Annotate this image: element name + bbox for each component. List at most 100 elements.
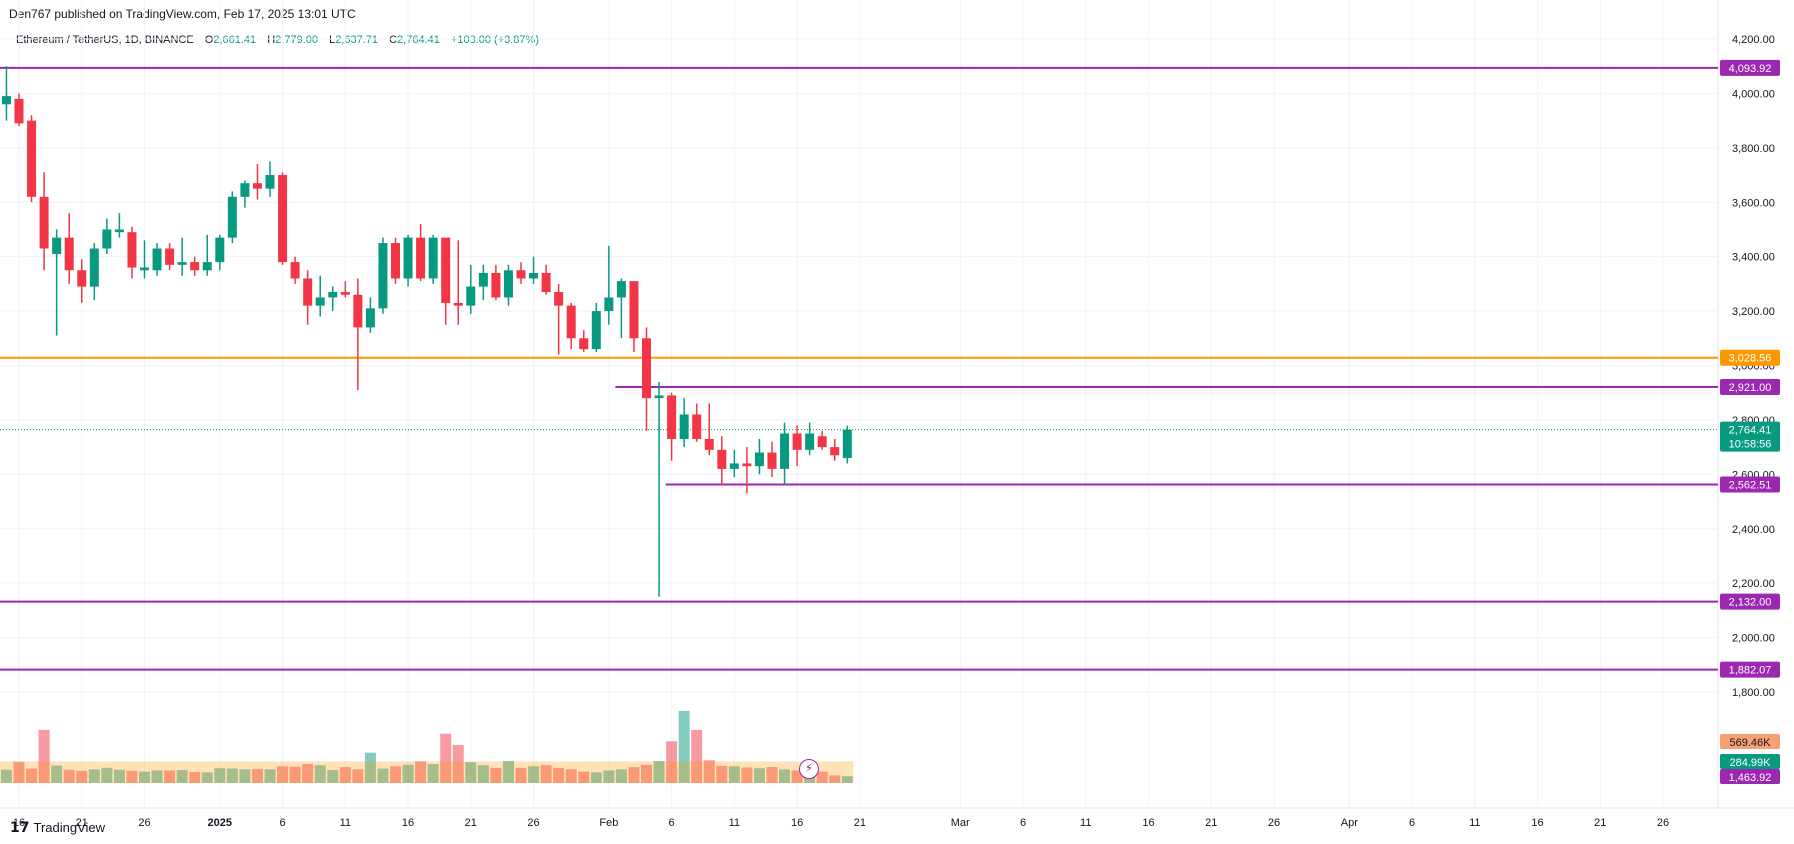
- level-label: 4,093.92: [1729, 63, 1772, 75]
- y-tick-label: 4,000.00: [1732, 88, 1775, 100]
- candle-body: [127, 232, 137, 268]
- volume-bar: [578, 771, 590, 783]
- candle-body: [303, 278, 313, 306]
- candle-body: [616, 281, 626, 298]
- symbol-name[interactable]: Ethereum / TetherUS, 1D, BINANCE: [16, 34, 194, 46]
- x-tick-label: 11: [340, 817, 351, 829]
- volume-bar: [540, 765, 552, 783]
- price-axis: 4,200.00 4,000.00 3,800.00 3,600.00 3,400.00…: [1720, 34, 1780, 784]
- level-label: 2,562.51: [1729, 480, 1772, 492]
- candle-body: [642, 338, 651, 399]
- publisher-header: Den767 published on TradingView.com, Feb…: [9, 7, 356, 21]
- volume-bar: [139, 771, 150, 783]
- candle-body: [77, 270, 87, 287]
- volume-bar: [452, 745, 464, 783]
- candles: [1, 66, 852, 597]
- candle-body: [503, 270, 513, 298]
- candle-body: [52, 237, 62, 254]
- volume-label: 1,463.92: [1729, 772, 1772, 784]
- x-tick-label: 16: [791, 817, 803, 829]
- candle-body: [579, 338, 589, 350]
- candle-body: [290, 262, 300, 279]
- candle-body: [140, 267, 149, 271]
- low-value: 2,637.71: [335, 34, 379, 46]
- volume-bar: [766, 767, 778, 783]
- candle-body: [478, 272, 488, 287]
- candle-body: [165, 248, 175, 265]
- volume-bar: [615, 769, 627, 783]
- volume-bar: [339, 767, 351, 783]
- candle-body: [704, 438, 714, 450]
- level-label-bg: [1720, 476, 1780, 493]
- candle-body: [64, 237, 74, 271]
- volume-bar: [289, 766, 301, 783]
- volume-bar: [189, 772, 201, 783]
- candle-body: [817, 436, 827, 448]
- volume-bar: [63, 769, 75, 783]
- x-tick-label: 26: [527, 817, 539, 829]
- last-price-label: 2,764.41: [1729, 425, 1772, 437]
- volume-bar: [402, 764, 414, 783]
- candle-body: [729, 463, 739, 469]
- volume-bar: [653, 761, 665, 783]
- volume-bar: [477, 765, 489, 783]
- x-tick-label: 6: [1020, 817, 1026, 829]
- volume-bar: [565, 769, 577, 783]
- candle-body: [252, 183, 262, 189]
- candle-body: [353, 294, 363, 328]
- x-tick-label: 16: [13, 817, 25, 829]
- x-tick-label: 16: [1531, 817, 1543, 829]
- x-tick-label: 11: [1080, 817, 1091, 829]
- x-tick-label: Mar: [951, 817, 970, 829]
- x-tick-label: Apr: [1341, 817, 1358, 829]
- candle-body: [842, 429, 852, 459]
- footer-brand: 𝟭𝟳 TradingView: [10, 819, 105, 836]
- high-value: 2,779.00: [275, 34, 318, 46]
- candle-body: [717, 449, 727, 469]
- level-label: 3,028.56: [1729, 353, 1772, 365]
- volume-bar: [415, 761, 427, 783]
- level-label: 2,921.00: [1729, 382, 1772, 394]
- close-label: C: [389, 34, 398, 46]
- volume-bar: [151, 770, 163, 783]
- volume-bar: [841, 776, 853, 783]
- y-tick-label: 2,000.00: [1732, 633, 1775, 645]
- volume-bar: [38, 729, 50, 783]
- y-tick-label: 3,200.00: [1732, 306, 1775, 318]
- candle-body: [792, 433, 802, 450]
- last-price-label-bg: [1720, 421, 1780, 452]
- level-label-bg: [1720, 59, 1780, 76]
- candle-body: [541, 272, 551, 293]
- volume-bar: [251, 768, 263, 783]
- volume-label-bg: [1720, 769, 1780, 784]
- volume-bar: [641, 764, 652, 783]
- volume-bar: [352, 769, 364, 783]
- x-tick-label: 2025: [208, 817, 232, 829]
- candle-body: [340, 292, 350, 295]
- y-tick-label: 3,800.00: [1732, 143, 1775, 155]
- level-label-bg: [1720, 378, 1780, 395]
- volume-bar: [214, 768, 226, 783]
- candle-body: [416, 237, 426, 279]
- candle-body: [780, 433, 790, 469]
- volume-label-bg: [1720, 734, 1780, 749]
- volume-bar: [302, 764, 314, 783]
- volume-bar: [528, 766, 540, 783]
- volume-bar: [126, 770, 138, 783]
- high-label: H: [267, 34, 276, 46]
- lightning-alert-icon[interactable]: ⚡: [799, 759, 819, 779]
- candle-body: [529, 272, 539, 279]
- volume-bar: [490, 767, 502, 783]
- volume-bar: [603, 770, 615, 783]
- open-label: O: [204, 34, 214, 46]
- candle-body: [240, 183, 250, 197]
- volume-bar: [364, 752, 376, 783]
- y-tick-label: 2,400.00: [1732, 524, 1775, 536]
- candle-body: [365, 308, 375, 328]
- volume-bar: [226, 768, 238, 783]
- volume-bar: [440, 733, 452, 783]
- volume-bar: [779, 769, 791, 783]
- candle-body: [491, 272, 501, 298]
- candle-body: [278, 175, 288, 263]
